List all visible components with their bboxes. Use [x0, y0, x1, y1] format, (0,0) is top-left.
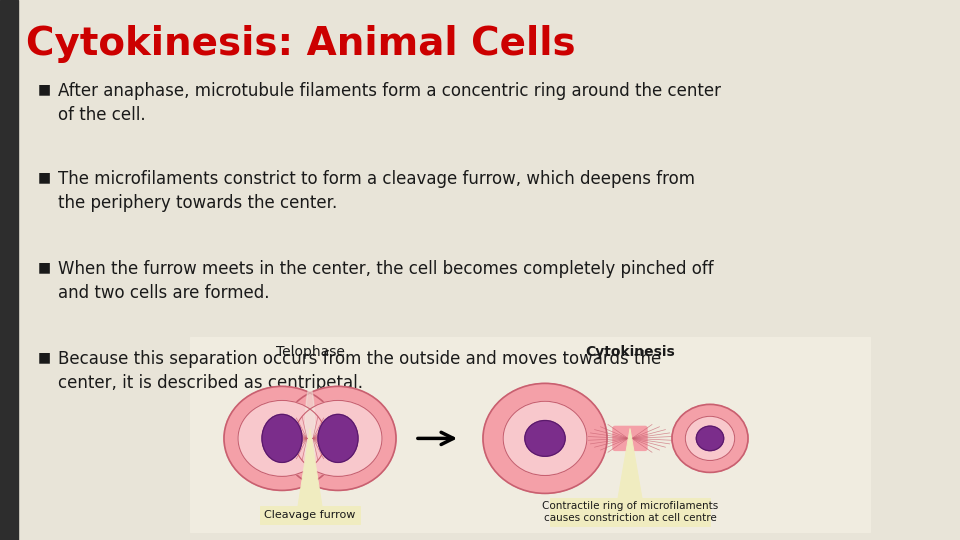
Ellipse shape [280, 387, 396, 490]
Text: ■: ■ [38, 260, 51, 274]
Ellipse shape [503, 401, 587, 476]
Bar [190, 337, 870, 532]
Ellipse shape [238, 400, 326, 476]
Text: Because this separation occurs from the outside and moves towards the
center, it: Because this separation occurs from the … [58, 350, 661, 392]
Text: ■: ■ [38, 82, 51, 96]
Text: Cleavage furrow: Cleavage furrow [264, 510, 356, 520]
Polygon shape [618, 428, 642, 498]
Ellipse shape [685, 416, 734, 461]
Text: Telophase: Telophase [276, 345, 345, 359]
Polygon shape [298, 428, 322, 506]
Text: After anaphase, microtubule filaments form a concentric ring around the center
o: After anaphase, microtubule filaments fo… [58, 82, 721, 124]
Ellipse shape [224, 387, 340, 490]
Text: Contractile ring of microfilaments
causes constriction at cell centre: Contractile ring of microfilaments cause… [541, 501, 718, 523]
Text: Cytokinesis: Cytokinesis [586, 345, 675, 359]
Text: Cytokinesis: Animal Cells: Cytokinesis: Animal Cells [26, 25, 576, 63]
Bar [0, 0, 18, 540]
Text: The microfilaments constrict to form a cleavage furrow, which deepens from
the p: The microfilaments constrict to form a c… [58, 170, 695, 212]
Ellipse shape [525, 421, 565, 456]
Text: ■: ■ [38, 170, 51, 184]
Ellipse shape [294, 400, 382, 476]
Ellipse shape [305, 387, 315, 490]
Text: When the furrow meets in the center, the cell becomes completely pinched off
and: When the furrow meets in the center, the… [58, 260, 713, 302]
Ellipse shape [672, 404, 748, 472]
Ellipse shape [318, 414, 358, 462]
FancyBboxPatch shape [613, 427, 647, 450]
Ellipse shape [696, 426, 724, 451]
Ellipse shape [262, 414, 302, 462]
Text: ■: ■ [38, 350, 51, 364]
FancyBboxPatch shape [550, 498, 710, 526]
Ellipse shape [483, 383, 607, 494]
FancyBboxPatch shape [260, 506, 360, 524]
